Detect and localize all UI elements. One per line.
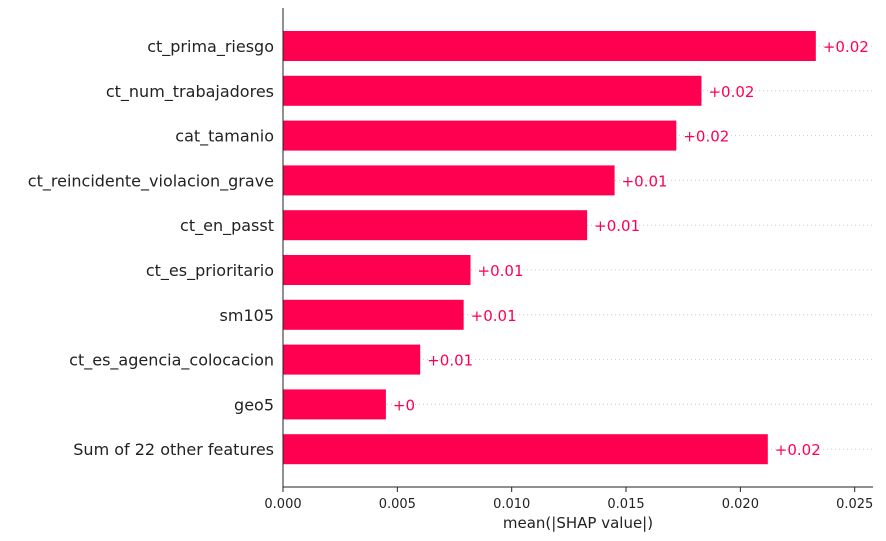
bar <box>283 210 588 241</box>
bar <box>283 165 615 196</box>
x-tick-label: 0.005 <box>379 497 416 512</box>
bar <box>283 31 816 61</box>
feature-label: ct_reincidente_violacion_grave <box>28 171 274 191</box>
feature-label: sm105 <box>220 306 274 325</box>
bar <box>283 434 768 465</box>
data-label: +0 <box>393 396 415 414</box>
bar <box>283 389 386 420</box>
data-label: +0.02 <box>823 38 869 56</box>
data-label: +0.01 <box>594 217 640 235</box>
data-label: +0.01 <box>471 307 517 325</box>
data-label: +0.02 <box>683 128 729 146</box>
row-guides <box>283 45 873 450</box>
feature-label: ct_num_trabajadores <box>106 82 274 102</box>
x-tick-label: 0.000 <box>264 497 301 512</box>
x-tick-label: 0.025 <box>836 497 873 512</box>
data-label: +0.01 <box>478 262 524 280</box>
bar <box>283 120 677 151</box>
data-labels: +0.02 +0.02 +0.02 +0.01 +0.01 +0.01 +0.01 +0.01… <box>393 38 869 459</box>
x-tick-label: 0.015 <box>607 497 644 512</box>
bar <box>283 299 464 330</box>
feature-labels: ct_prima_riesgo ct_num_trabajadores cat_ta… <box>28 37 274 459</box>
bar <box>283 255 471 285</box>
x-tick-label: 0.020 <box>722 497 759 512</box>
x-tick-label: 0.010 <box>493 497 530 512</box>
feature-label: Sum of 22 other features <box>73 440 274 459</box>
feature-label: ct_es_prioritario <box>146 261 274 281</box>
x-ticks: 0.000 0.005 0.010 0.015 0.020 0.025 <box>264 487 873 512</box>
feature-label: geo5 <box>234 395 274 414</box>
feature-label: ct_en_passt <box>180 216 274 236</box>
data-label: +0.02 <box>775 441 821 459</box>
bars <box>283 31 816 465</box>
bar <box>283 344 421 375</box>
x-axis-label: mean(|SHAP value|) <box>503 514 653 532</box>
feature-label: cat_tamanio <box>175 127 274 147</box>
data-label: +0.01 <box>622 172 668 190</box>
data-label: +0.02 <box>708 83 754 101</box>
bar <box>283 75 702 106</box>
feature-label: ct_prima_riesgo <box>147 37 274 57</box>
feature-label: ct_es_agencia_colocacion <box>69 351 274 371</box>
data-label: +0.01 <box>427 352 473 370</box>
